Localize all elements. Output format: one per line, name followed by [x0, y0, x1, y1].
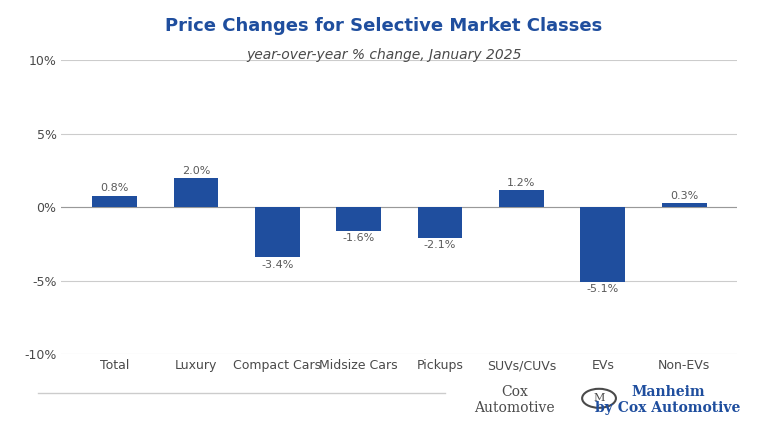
Bar: [418, 207, 462, 238]
Text: -1.6%: -1.6%: [343, 233, 375, 243]
Bar: [255, 207, 300, 257]
Text: 0.3%: 0.3%: [670, 191, 698, 201]
Text: 1.2%: 1.2%: [507, 178, 535, 187]
Text: -5.1%: -5.1%: [587, 284, 619, 295]
Bar: [92, 196, 137, 207]
Text: M: M: [594, 393, 604, 403]
Bar: [174, 178, 218, 207]
Text: -3.4%: -3.4%: [261, 260, 293, 270]
Bar: [499, 190, 544, 207]
Text: -2.1%: -2.1%: [424, 240, 456, 251]
Bar: [581, 207, 625, 282]
Text: year-over-year % change, January 2025: year-over-year % change, January 2025: [247, 48, 521, 61]
Bar: [662, 203, 707, 207]
Text: Cox
Automotive: Cox Automotive: [475, 384, 554, 415]
Text: Manheim
by Cox Automotive: Manheim by Cox Automotive: [595, 384, 741, 415]
Text: 2.0%: 2.0%: [182, 166, 210, 176]
Text: 0.8%: 0.8%: [101, 184, 129, 194]
Bar: [336, 207, 381, 231]
Text: Price Changes for Selective Market Classes: Price Changes for Selective Market Class…: [165, 17, 603, 35]
